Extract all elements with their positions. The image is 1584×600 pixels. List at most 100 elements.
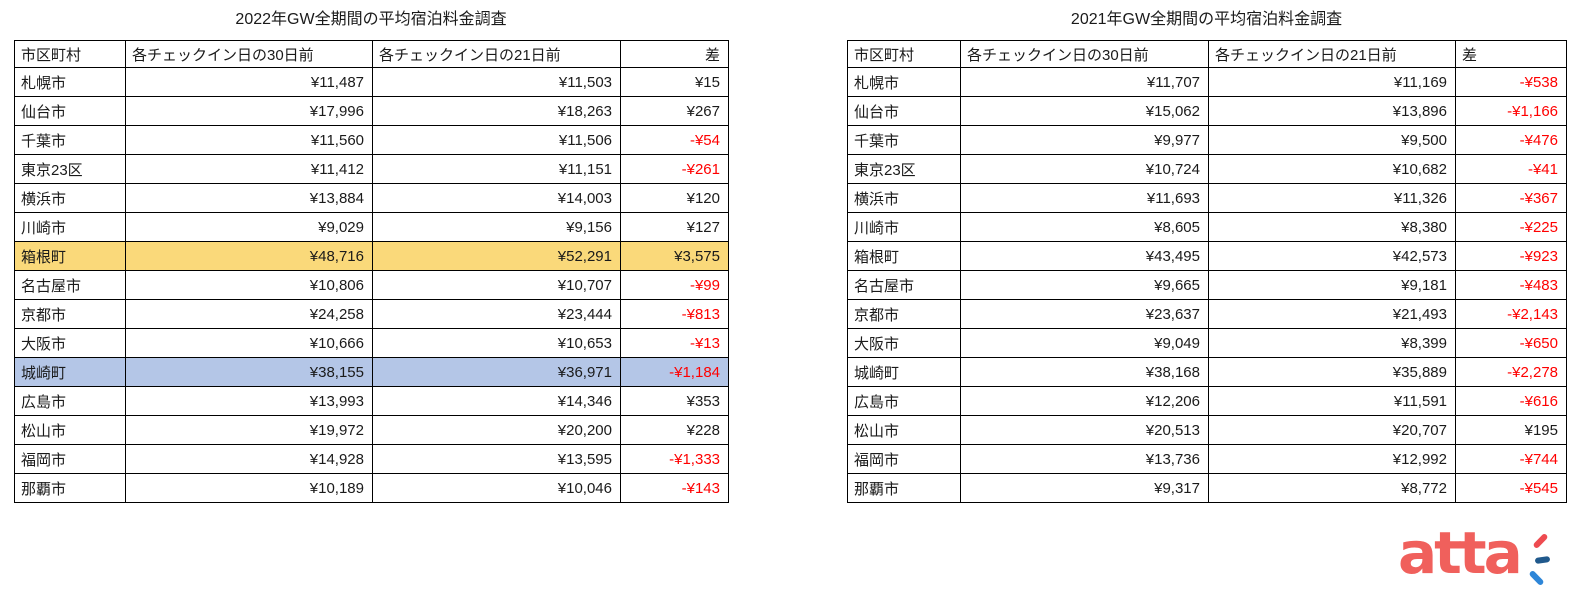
price-21days-cell: ¥42,573 bbox=[1208, 241, 1456, 271]
city-cell: 福岡市 bbox=[847, 444, 961, 474]
diff-cell: -¥2,143 bbox=[1455, 299, 1567, 329]
price-30days-cell: ¥10,189 bbox=[125, 473, 373, 503]
city-cell: 箱根町 bbox=[14, 241, 126, 271]
table-row: 名古屋市 ¥10,806 ¥10,707 -¥99 bbox=[14, 270, 729, 300]
table-row: 京都市 ¥24,258 ¥23,444 -¥813 bbox=[14, 299, 729, 329]
col-header-diff: 差 bbox=[620, 40, 729, 68]
price-30days-cell: ¥13,993 bbox=[125, 386, 373, 416]
table-row: 東京23区 ¥11,412 ¥11,151 -¥261 bbox=[14, 154, 729, 184]
price-30days-cell: ¥19,972 bbox=[125, 415, 373, 445]
price-30days-cell: ¥48,716 bbox=[125, 241, 373, 271]
price-30days-cell: ¥9,317 bbox=[960, 473, 1209, 503]
price-30days-cell: ¥11,560 bbox=[125, 125, 373, 155]
diff-cell: -¥41 bbox=[1455, 154, 1567, 184]
diff-cell: -¥545 bbox=[1455, 473, 1567, 503]
table-row: 福岡市 ¥13,736 ¥12,992 -¥744 bbox=[847, 444, 1567, 474]
price-21days-cell: ¥8,772 bbox=[1208, 473, 1456, 503]
price-21days-cell: ¥14,346 bbox=[372, 386, 621, 416]
city-cell: 仙台市 bbox=[14, 96, 126, 126]
city-cell: 松山市 bbox=[14, 415, 126, 445]
table-row: 川崎市 ¥8,605 ¥8,380 -¥225 bbox=[847, 212, 1567, 242]
price-30days-cell: ¥13,884 bbox=[125, 183, 373, 213]
diff-cell: -¥143 bbox=[620, 473, 729, 503]
diff-cell: -¥13 bbox=[620, 328, 729, 358]
price-21days-cell: ¥10,653 bbox=[372, 328, 621, 358]
city-cell: 名古屋市 bbox=[847, 270, 961, 300]
diff-cell: ¥15 bbox=[620, 67, 729, 97]
price-30days-cell: ¥43,495 bbox=[960, 241, 1209, 271]
city-cell: 千葉市 bbox=[847, 125, 961, 155]
diff-cell: ¥3,575 bbox=[620, 241, 729, 271]
diff-cell: ¥228 bbox=[620, 415, 729, 445]
diff-cell: -¥476 bbox=[1455, 125, 1567, 155]
col-header-city: 市区町村 bbox=[847, 40, 961, 68]
price-21days-cell: ¥12,992 bbox=[1208, 444, 1456, 474]
price-21days-cell: ¥10,707 bbox=[372, 270, 621, 300]
city-cell: 城崎町 bbox=[14, 357, 126, 387]
price-30days-cell: ¥10,806 bbox=[125, 270, 373, 300]
col-header-30days: 各チェックイン日の30日前 bbox=[125, 40, 373, 68]
price-21days-cell: ¥13,595 bbox=[372, 444, 621, 474]
price-30days-cell: ¥23,637 bbox=[960, 299, 1209, 329]
header-row: 市区町村 各チェックイン日の30日前 各チェックイン日の21日前 差 bbox=[847, 40, 1567, 68]
table-row: 松山市 ¥19,972 ¥20,200 ¥228 bbox=[14, 415, 729, 445]
diff-cell: -¥538 bbox=[1455, 67, 1567, 97]
price-30days-cell: ¥9,977 bbox=[960, 125, 1209, 155]
atta-logo: atta bbox=[1398, 520, 1554, 594]
diff-cell: -¥1,333 bbox=[620, 444, 729, 474]
col-header-30days: 各チェックイン日の30日前 bbox=[960, 40, 1209, 68]
price-21days-cell: ¥8,399 bbox=[1208, 328, 1456, 358]
table-row: 札幌市 ¥11,707 ¥11,169 -¥538 bbox=[847, 67, 1567, 97]
price-21days-cell: ¥36,971 bbox=[372, 357, 621, 387]
table-row: 札幌市 ¥11,487 ¥11,503 ¥15 bbox=[14, 67, 729, 97]
table-row: 広島市 ¥12,206 ¥11,591 -¥616 bbox=[847, 386, 1567, 416]
table-row: 横浜市 ¥11,693 ¥11,326 -¥367 bbox=[847, 183, 1567, 213]
city-cell: 横浜市 bbox=[14, 183, 126, 213]
table-title-2021: 2021年GW全期間の平均宿泊料金調査 bbox=[1070, 11, 1343, 28]
diff-cell: -¥744 bbox=[1455, 444, 1567, 474]
price-21days-cell: ¥11,591 bbox=[1208, 386, 1456, 416]
city-cell: 名古屋市 bbox=[14, 270, 126, 300]
city-cell: 川崎市 bbox=[847, 212, 961, 242]
diff-cell: ¥127 bbox=[620, 212, 729, 242]
city-cell: 横浜市 bbox=[847, 183, 961, 213]
price-30days-cell: ¥13,736 bbox=[960, 444, 1209, 474]
diff-cell: ¥353 bbox=[620, 386, 729, 416]
price-table-2021: 市区町村 各チェックイン日の30日前 各チェックイン日の21日前 差 札幌市 ¥1… bbox=[847, 40, 1567, 503]
table-row: 大阪市 ¥9,049 ¥8,399 -¥650 bbox=[847, 328, 1567, 358]
price-21days-cell: ¥10,046 bbox=[372, 473, 621, 503]
diff-cell: ¥195 bbox=[1455, 415, 1567, 445]
atta-logo-text: atta bbox=[1398, 519, 1523, 587]
table-title-2022: 2022年GW全期間の平均宿泊料金調査 bbox=[235, 11, 507, 28]
city-cell: 広島市 bbox=[847, 386, 961, 416]
table-row: 城崎町 ¥38,168 ¥35,889 -¥2,278 bbox=[847, 357, 1567, 387]
city-cell: 京都市 bbox=[847, 299, 961, 329]
price-30days-cell: ¥9,029 bbox=[125, 212, 373, 242]
price-21days-cell: ¥9,156 bbox=[372, 212, 621, 242]
diff-cell: -¥2,278 bbox=[1455, 357, 1567, 387]
diff-cell: -¥261 bbox=[620, 154, 729, 184]
city-cell: 箱根町 bbox=[847, 241, 961, 271]
city-cell: 広島市 bbox=[14, 386, 126, 416]
price-21days-cell: ¥8,380 bbox=[1208, 212, 1456, 242]
sparkle-icon bbox=[1526, 532, 1554, 594]
city-cell: 札幌市 bbox=[847, 67, 961, 97]
table-row: 那覇市 ¥9,317 ¥8,772 -¥545 bbox=[847, 473, 1567, 503]
price-21days-cell: ¥23,444 bbox=[372, 299, 621, 329]
table-row: 横浜市 ¥13,884 ¥14,003 ¥120 bbox=[14, 183, 729, 213]
price-21days-cell: ¥18,263 bbox=[372, 96, 621, 126]
price-30days-cell: ¥12,206 bbox=[960, 386, 1209, 416]
price-30days-cell: ¥17,996 bbox=[125, 96, 373, 126]
price-30days-cell: ¥10,724 bbox=[960, 154, 1209, 184]
price-21days-cell: ¥11,326 bbox=[1208, 183, 1456, 213]
diff-cell: -¥923 bbox=[1455, 241, 1567, 271]
sparkle-bar-top bbox=[1532, 532, 1549, 550]
col-header-city: 市区町村 bbox=[14, 40, 126, 68]
table-row: 千葉市 ¥9,977 ¥9,500 -¥476 bbox=[847, 125, 1567, 155]
diff-cell: -¥367 bbox=[1455, 183, 1567, 213]
city-cell: 那覇市 bbox=[847, 473, 961, 503]
price-table-2022: 市区町村 各チェックイン日の30日前 各チェックイン日の21日前 差 札幌市 ¥1… bbox=[14, 40, 729, 503]
city-cell: 千葉市 bbox=[14, 125, 126, 155]
sparkle-bar-middle bbox=[1534, 555, 1551, 565]
